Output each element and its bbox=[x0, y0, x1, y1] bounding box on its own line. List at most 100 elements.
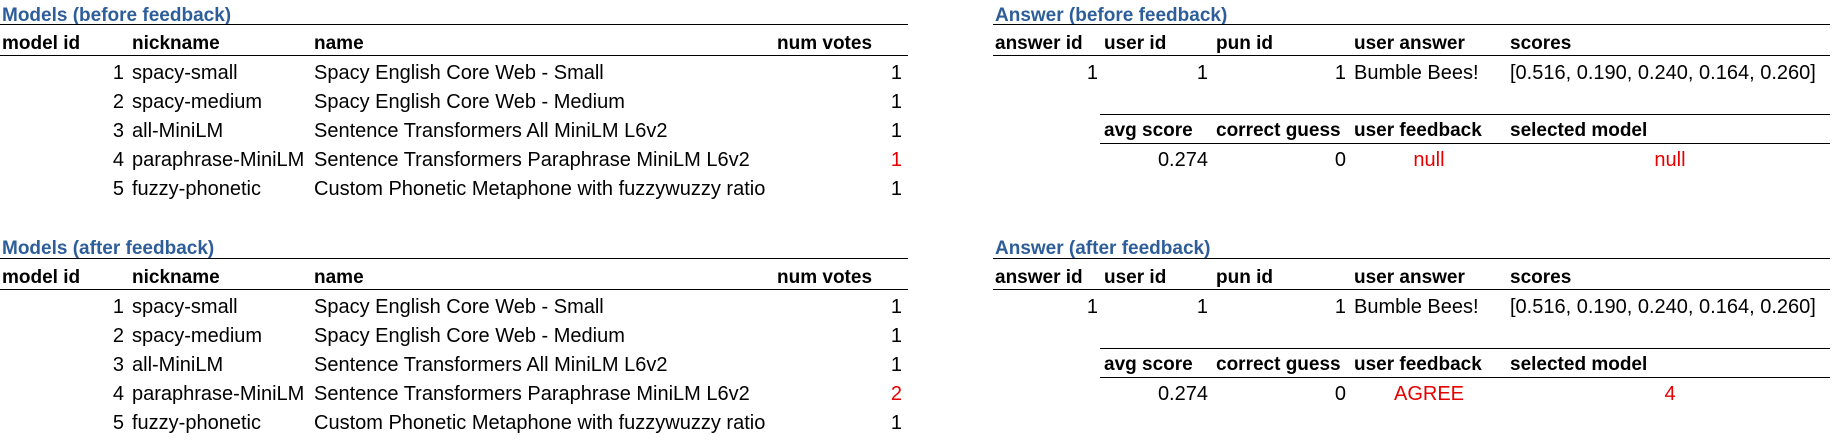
answer-before-selected-model: null bbox=[1654, 149, 1686, 171]
models-after-header-rule bbox=[0, 289, 908, 290]
models-before-row4-nickname: paraphrase-MiniLM bbox=[132, 149, 305, 171]
answer-after-answer-id: 1 bbox=[1086, 296, 1098, 318]
models-before-row4-id: 4 bbox=[112, 149, 124, 171]
answer-before-header-answer-id: answer id bbox=[995, 33, 1083, 54]
models-after-row5-nickname: fuzzy-phonetic bbox=[132, 412, 261, 434]
answer-after-header-selected-model: selected model bbox=[1510, 354, 1648, 375]
models-before-title-rule bbox=[0, 24, 908, 25]
answer-before-header-pun-id: pun id bbox=[1216, 33, 1273, 54]
models-before-row5-id: 5 bbox=[112, 178, 124, 200]
answer-after-user-feedback: AGREE bbox=[1393, 383, 1465, 405]
models-before-row4-name: Sentence Transformers Paraphrase MiniLM … bbox=[314, 149, 750, 171]
models-before-header-name: name bbox=[314, 33, 364, 54]
models-before-row1-id: 1 bbox=[112, 62, 124, 84]
models-before-row2-id: 2 bbox=[112, 91, 124, 113]
models-before-row4-votes: 1 bbox=[890, 149, 902, 171]
models-after-row4-votes: 2 bbox=[890, 383, 902, 405]
models-before-row5-votes: 1 bbox=[890, 178, 902, 200]
answer-after-header-rule bbox=[993, 289, 1830, 290]
models-before-row3-id: 3 bbox=[112, 120, 124, 142]
answer-before-user-feedback: null bbox=[1413, 149, 1445, 171]
models-before-title: Models (before feedback) bbox=[2, 5, 232, 26]
models-after-header-name: name bbox=[314, 267, 364, 288]
models-before-row3-votes: 1 bbox=[890, 120, 902, 142]
answer-before-header-selected-model: selected model bbox=[1510, 120, 1648, 141]
models-after-row5-name: Custom Phonetic Metaphone with fuzzywuzz… bbox=[314, 412, 766, 434]
models-before-row3-nickname: all-MiniLM bbox=[132, 120, 224, 142]
models-before-header-model-id: model id bbox=[2, 33, 81, 54]
models-after-title-rule bbox=[0, 258, 908, 259]
answer-after-avg-score: 0.274 bbox=[1157, 383, 1208, 405]
answer-after-user-answer: Bumble Bees! bbox=[1354, 296, 1479, 318]
answer-after-title: Answer (after feedback) bbox=[995, 238, 1211, 259]
answer-before-header-avg-score: avg score bbox=[1104, 120, 1193, 141]
answer-before-title: Answer (before feedback) bbox=[995, 5, 1228, 26]
answer-before-scores: [0.516, 0.190, 0.240, 0.164, 0.260] bbox=[1510, 62, 1816, 84]
models-after-row1-id: 1 bbox=[112, 296, 124, 318]
answer-before-header-rule bbox=[993, 55, 1830, 56]
models-before-row1-nickname: spacy-small bbox=[132, 62, 238, 84]
answer-after-title-rule bbox=[993, 258, 1830, 259]
models-before-row5-name: Custom Phonetic Metaphone with fuzzywuzz… bbox=[314, 178, 766, 200]
models-before-row1-votes: 1 bbox=[890, 62, 902, 84]
answer-after-selected-model: 4 bbox=[1664, 383, 1676, 405]
models-after-header-nickname: nickname bbox=[132, 267, 220, 288]
models-before-row1-name: Spacy English Core Web - Small bbox=[314, 62, 604, 84]
answer-after-header-user-id: user id bbox=[1104, 267, 1167, 288]
answer-after-header-scores: scores bbox=[1510, 267, 1572, 288]
answer-before-header-scores: scores bbox=[1510, 33, 1572, 54]
models-after-header-num-votes: num votes bbox=[777, 267, 873, 288]
answer-after-header-answer-id: answer id bbox=[995, 267, 1083, 288]
models-before-row2-votes: 1 bbox=[890, 91, 902, 113]
models-after-row5-votes: 1 bbox=[890, 412, 902, 434]
answer-before-header-correct-guess: correct guess bbox=[1216, 120, 1341, 141]
answer-after-subtable-top-rule bbox=[1100, 348, 1830, 349]
answer-before-title-rule bbox=[993, 24, 1830, 25]
answer-after-header-pun-id: pun id bbox=[1216, 267, 1273, 288]
answer-before-pun-id: 1 bbox=[1334, 62, 1346, 84]
models-after-row2-nickname: spacy-medium bbox=[132, 325, 263, 347]
models-before-row3-name: Sentence Transformers All MiniLM L6v2 bbox=[314, 120, 668, 142]
models-after-row3-votes: 1 bbox=[890, 354, 902, 376]
models-after-row4-nickname: paraphrase-MiniLM bbox=[132, 383, 305, 405]
models-before-header-rule bbox=[0, 55, 908, 56]
answer-after-header-correct-guess: correct guess bbox=[1216, 354, 1341, 375]
models-before-header-num-votes: num votes bbox=[777, 33, 873, 54]
answer-after-pun-id: 1 bbox=[1334, 296, 1346, 318]
answer-after-correct-guess: 0 bbox=[1334, 383, 1346, 405]
answer-before-answer-id: 1 bbox=[1086, 62, 1098, 84]
answer-before-header-user-feedback: user feedback bbox=[1354, 120, 1482, 141]
models-after-row3-id: 3 bbox=[112, 354, 124, 376]
answer-after-header-avg-score: avg score bbox=[1104, 354, 1193, 375]
models-after-row2-name: Spacy English Core Web - Medium bbox=[314, 325, 625, 347]
answer-after-header-user-feedback: user feedback bbox=[1354, 354, 1482, 375]
models-after-row3-name: Sentence Transformers All MiniLM L6v2 bbox=[314, 354, 668, 376]
models-after-header-model-id: model id bbox=[2, 267, 81, 288]
models-before-row5-nickname: fuzzy-phonetic bbox=[132, 178, 261, 200]
answer-after-subtable-header-rule bbox=[1100, 377, 1830, 378]
models-before-header-nickname: nickname bbox=[132, 33, 220, 54]
answer-after-header-user-answer: user answer bbox=[1354, 267, 1465, 288]
models-after-row3-nickname: all-MiniLM bbox=[132, 354, 224, 376]
models-after-row4-id: 4 bbox=[112, 383, 124, 405]
models-after-row1-name: Spacy English Core Web - Small bbox=[314, 296, 604, 318]
models-after-row2-votes: 1 bbox=[890, 325, 902, 347]
models-after-row2-id: 2 bbox=[112, 325, 124, 347]
answer-before-subtable-header-rule bbox=[1100, 143, 1830, 144]
models-after-row1-votes: 1 bbox=[890, 296, 902, 318]
models-after-row1-nickname: spacy-small bbox=[132, 296, 238, 318]
answer-before-user-id: 1 bbox=[1196, 62, 1208, 84]
models-after-row5-id: 5 bbox=[112, 412, 124, 434]
answer-before-header-user-answer: user answer bbox=[1354, 33, 1465, 54]
models-before-row2-nickname: spacy-medium bbox=[132, 91, 263, 113]
models-before-row2-name: Spacy English Core Web - Medium bbox=[314, 91, 625, 113]
models-after-title: Models (after feedback) bbox=[2, 238, 215, 259]
answer-before-subtable-top-rule bbox=[1100, 114, 1830, 115]
answer-before-avg-score: 0.274 bbox=[1157, 149, 1208, 171]
answer-after-user-id: 1 bbox=[1196, 296, 1208, 318]
models-after-row4-name: Sentence Transformers Paraphrase MiniLM … bbox=[314, 383, 750, 405]
answer-after-scores: [0.516, 0.190, 0.240, 0.164, 0.260] bbox=[1510, 296, 1816, 318]
answer-before-header-user-id: user id bbox=[1104, 33, 1167, 54]
answer-before-user-answer: Bumble Bees! bbox=[1354, 62, 1479, 84]
answer-before-correct-guess: 0 bbox=[1334, 149, 1346, 171]
